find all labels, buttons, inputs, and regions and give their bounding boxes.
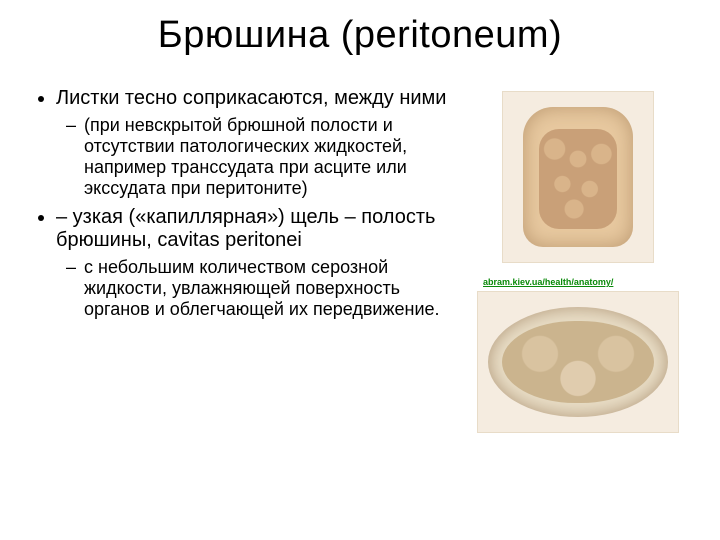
bullet-1-sub: (при невскрытой брюшной полости и отсутс… xyxy=(84,115,456,200)
text-column: Листки тесно соприкасаются, между ними (… xyxy=(36,87,456,433)
cross-section-inner xyxy=(502,321,654,403)
bullet-2-sublist: с небольшим количеством серозной жидкост… xyxy=(56,257,456,321)
slide: Брюшина (peritoneum) Листки тесно соприк… xyxy=(0,0,720,540)
bullet-2: – узкая («капиллярная») щель – полость б… xyxy=(56,206,456,321)
page-title: Брюшина (peritoneum) xyxy=(36,14,684,57)
image-column: abram.kiev.ua/health/anatomy/ xyxy=(472,87,684,433)
bullet-list: Листки тесно соприкасаются, между ними (… xyxy=(36,87,456,320)
bullet-1: Листки тесно соприкасаются, между ними (… xyxy=(56,87,456,200)
anatomy-image-anterior xyxy=(502,91,654,263)
intestines-shape xyxy=(539,129,617,229)
anatomy-image-cross-section xyxy=(477,291,679,433)
bullet-2-text: – узкая («капиллярная») щель – полость б… xyxy=(56,206,435,252)
bullet-2-sub: с небольшим количеством серозной жидкост… xyxy=(84,257,456,321)
cross-section-shape xyxy=(488,307,668,417)
image-source-caption: abram.kiev.ua/health/anatomy/ xyxy=(483,277,613,287)
bullet-1-sublist: (при невскрытой брюшной полости и отсутс… xyxy=(56,115,456,200)
slide-body: Листки тесно соприкасаются, между ними (… xyxy=(36,87,684,433)
bullet-1-text: Листки тесно соприкасаются, между ними xyxy=(56,87,446,109)
anatomy-image-cross-wrap: abram.kiev.ua/health/anatomy/ xyxy=(477,291,679,433)
torso-shape xyxy=(523,107,633,247)
